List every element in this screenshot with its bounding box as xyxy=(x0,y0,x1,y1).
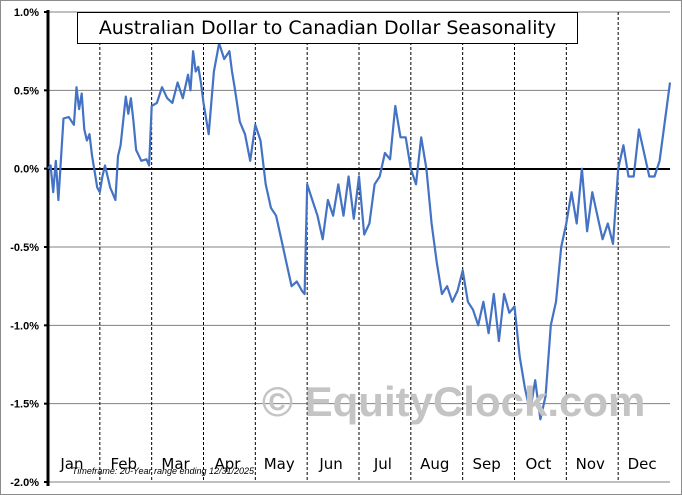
month-label: Oct xyxy=(525,455,551,473)
watermark: © EquityClock.com xyxy=(262,378,646,425)
seasonality-line xyxy=(47,42,672,421)
month-label: May xyxy=(264,455,295,473)
y-tick-label: 0.5% xyxy=(14,85,39,97)
y-tick-label: 1.0% xyxy=(14,7,39,19)
y-tick-label: -2.0% xyxy=(10,477,39,489)
month-label: Aug xyxy=(420,455,449,473)
month-divider-lines xyxy=(99,12,619,482)
month-label: Sep xyxy=(472,455,500,473)
chart-title: Australian Dollar to Canadian Dollar Sea… xyxy=(77,12,578,44)
timeframe-note: Timeframe: 20-Year range ending 12/31/20… xyxy=(72,466,255,476)
x-axis-month-labels: Jan Feb Mar Apr May Jun Jul Aug Sep Oct Nov Dec xyxy=(59,455,656,473)
month-label: Feb xyxy=(110,455,137,473)
month-label: Jan xyxy=(59,455,83,473)
y-tick-label: -0.5% xyxy=(10,242,39,254)
y-tick-label: -1.5% xyxy=(10,399,39,411)
y-axis-labels: 1.0% 0.5% 0.0% -0.5% -1.0% -1.5% -2.0% xyxy=(10,7,48,489)
month-label: Apr xyxy=(214,455,241,473)
month-label: Jun xyxy=(318,455,342,473)
month-label: Mar xyxy=(161,455,190,473)
month-label: Jul xyxy=(373,455,392,473)
month-label: Dec xyxy=(628,455,657,473)
y-tick-label: -1.0% xyxy=(10,320,39,332)
y-tick-label: 0.0% xyxy=(14,164,39,176)
month-label: Nov xyxy=(576,455,605,473)
